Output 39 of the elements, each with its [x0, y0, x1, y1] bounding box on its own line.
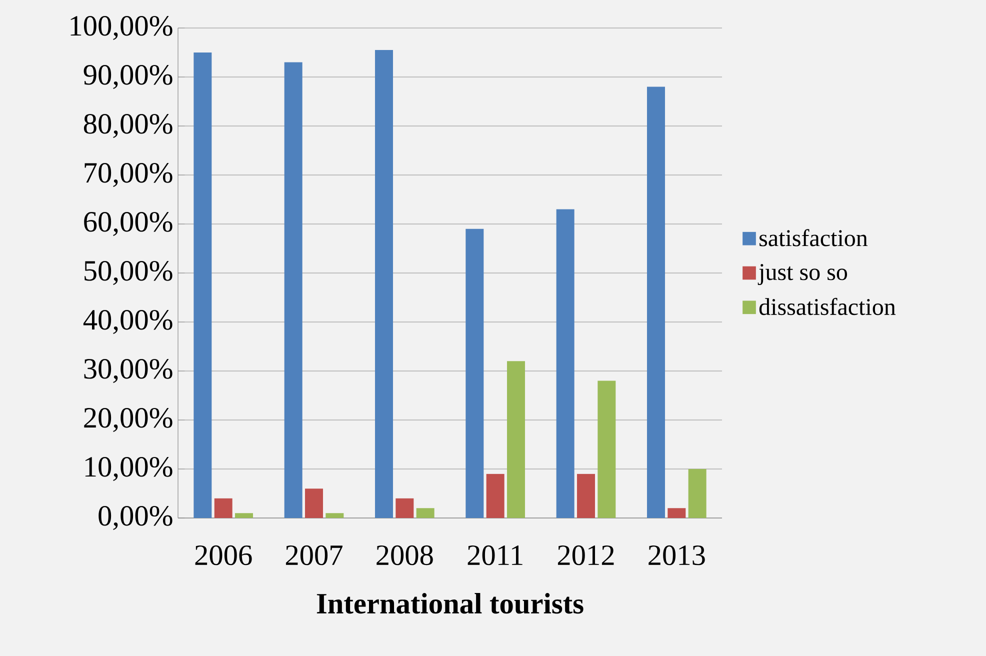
x-tick-label: 2011	[468, 545, 522, 566]
y-tick-label: 30,00%	[84, 358, 172, 383]
bar	[235, 513, 254, 518]
y-tick-label: 20,00%	[84, 408, 172, 432]
bar	[375, 50, 393, 518]
x-axis-title: International tourists	[316, 592, 584, 614]
y-tick-label: 90,00%	[84, 64, 172, 90]
legend-label: satisfaction	[760, 229, 868, 246]
bar	[486, 474, 504, 518]
bar	[598, 380, 616, 518]
y-tick-label: 40,00%	[83, 310, 172, 334]
y-tick-label: 80,00%	[84, 114, 172, 138]
bar	[646, 86, 665, 518]
bar	[326, 513, 344, 518]
bar	[284, 62, 302, 518]
legend-label: just so so	[758, 264, 848, 286]
bar	[466, 228, 484, 518]
x-tick-label: 2006	[195, 545, 252, 566]
y-tick-label: 100,00%	[70, 16, 172, 40]
x-tick-label: 2008	[376, 545, 433, 566]
bar	[214, 498, 232, 518]
y-tick-label: 50,00%	[84, 260, 172, 286]
bar	[688, 468, 706, 518]
bar	[396, 498, 414, 518]
bar	[194, 52, 212, 518]
bar	[507, 361, 525, 518]
x-tick-label: 2013	[648, 545, 705, 566]
bar	[416, 508, 434, 518]
bar	[668, 508, 686, 518]
y-tick-label: 60,00%	[84, 212, 172, 236]
x-tick-label: 2007	[286, 545, 342, 566]
bar	[556, 209, 574, 518]
y-tick-label: 10,00%	[85, 456, 172, 481]
y-tick-label: 70,00%	[84, 162, 172, 188]
x-tick-label: 2012	[558, 545, 614, 566]
bar	[576, 474, 595, 518]
bar	[305, 488, 324, 518]
y-tick-label: 0,00%	[98, 506, 172, 530]
legend-label: dissatisfaction	[759, 298, 896, 316]
